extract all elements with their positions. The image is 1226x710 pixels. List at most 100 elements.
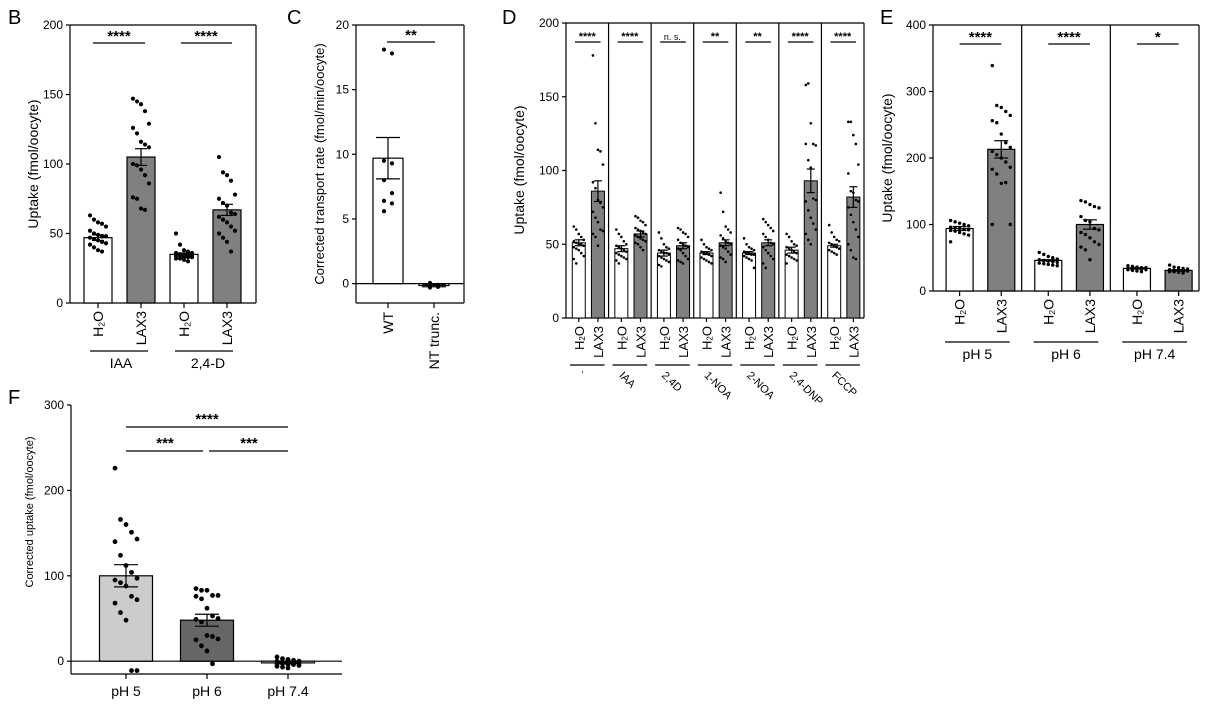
d-point (719, 244, 722, 248)
f-point (118, 610, 123, 615)
b-point (189, 255, 195, 260)
d-point (577, 248, 581, 252)
b-group-label: 2,4-D (191, 355, 225, 371)
d-point (811, 222, 815, 225)
b-point (103, 224, 109, 229)
b-point (87, 242, 93, 247)
d-point (854, 228, 858, 231)
e-y-tick-label: 0 (919, 284, 926, 298)
d-point (594, 235, 597, 239)
f-point (118, 517, 123, 522)
d-point (705, 259, 708, 262)
e-point (1051, 263, 1055, 267)
d-point (809, 122, 813, 125)
d-point (617, 245, 621, 249)
d-point (700, 238, 703, 242)
d-point (639, 245, 642, 249)
e-group-label: pH 7.4 (1134, 346, 1175, 362)
b-point (130, 195, 136, 200)
f-x-label: pH 6 (192, 683, 222, 699)
d-point (827, 241, 831, 245)
e-point (966, 233, 971, 237)
e-x-label-h2o: H2O (1129, 299, 1146, 325)
d-x-label-h2o: H2O (571, 326, 586, 350)
d-point (795, 251, 798, 255)
d-point (787, 254, 791, 258)
d-point (636, 242, 640, 246)
b-point (177, 256, 183, 261)
e-point (990, 63, 994, 68)
e-point (1092, 240, 1097, 244)
h2o-text: H2O (742, 326, 757, 350)
b-point (232, 192, 238, 197)
b-sig-label: **** (194, 28, 218, 45)
c-point (389, 190, 395, 196)
f-x-label: pH 5 (111, 683, 141, 699)
b-point (228, 249, 234, 254)
d-point (665, 245, 668, 249)
d-point (809, 242, 813, 246)
e-x-label-h2o: H2O (1040, 299, 1057, 325)
d-point (721, 257, 725, 261)
e-y-tick-label: 400 (906, 18, 926, 32)
d-point (811, 142, 815, 146)
d-point (764, 248, 768, 252)
d-point (622, 248, 626, 252)
d-point (761, 232, 765, 236)
d-point (620, 254, 623, 258)
b-x-label-lax3: LAX3 (219, 311, 235, 345)
e-point (990, 167, 994, 172)
e-point (966, 224, 971, 228)
c-point (381, 198, 387, 203)
f-point (123, 617, 129, 623)
d-point (742, 237, 746, 240)
d-point (681, 251, 685, 255)
b-point (130, 96, 136, 101)
d-point (591, 210, 595, 214)
d-point (686, 245, 690, 249)
d-point (625, 257, 628, 261)
e-point (1181, 271, 1185, 275)
e-point (1088, 236, 1092, 240)
b-point (216, 231, 222, 236)
c-y-tick-label: 15 (336, 83, 350, 97)
d-point (804, 232, 808, 236)
e-point (990, 149, 994, 154)
d-point (684, 232, 687, 236)
b-point (87, 228, 93, 233)
c-point (389, 161, 395, 166)
c-point (389, 201, 395, 206)
f-point (129, 569, 134, 575)
b-point (224, 220, 230, 225)
e-point (1042, 262, 1046, 266)
d-point (660, 250, 663, 253)
d-point (852, 220, 855, 224)
f-point (204, 605, 210, 611)
e-point (1055, 260, 1059, 265)
d-point (764, 266, 768, 270)
d-point (761, 262, 765, 265)
h2o-text: H2O (656, 326, 671, 350)
d-point (764, 220, 768, 224)
d-point (636, 216, 640, 219)
d-point (857, 235, 860, 239)
d-point (582, 244, 586, 248)
f-point (199, 596, 204, 602)
e-point (1004, 141, 1008, 145)
f-point (285, 665, 291, 671)
d-point (857, 200, 860, 203)
b-point (228, 178, 234, 183)
d-point (594, 122, 597, 125)
d-point (745, 256, 748, 259)
f-y-tick-label: 300 (44, 398, 64, 412)
d-point (719, 234, 722, 237)
b-y-tick-label: 0 (56, 296, 63, 310)
h2o-text: H2O (784, 326, 799, 350)
d-point (747, 257, 751, 261)
b-point (216, 154, 222, 160)
d-x-label-h2o: H2O (699, 326, 714, 350)
d-point (596, 244, 600, 248)
d-point (769, 226, 773, 230)
d-point (809, 166, 813, 169)
b-point (99, 249, 105, 254)
